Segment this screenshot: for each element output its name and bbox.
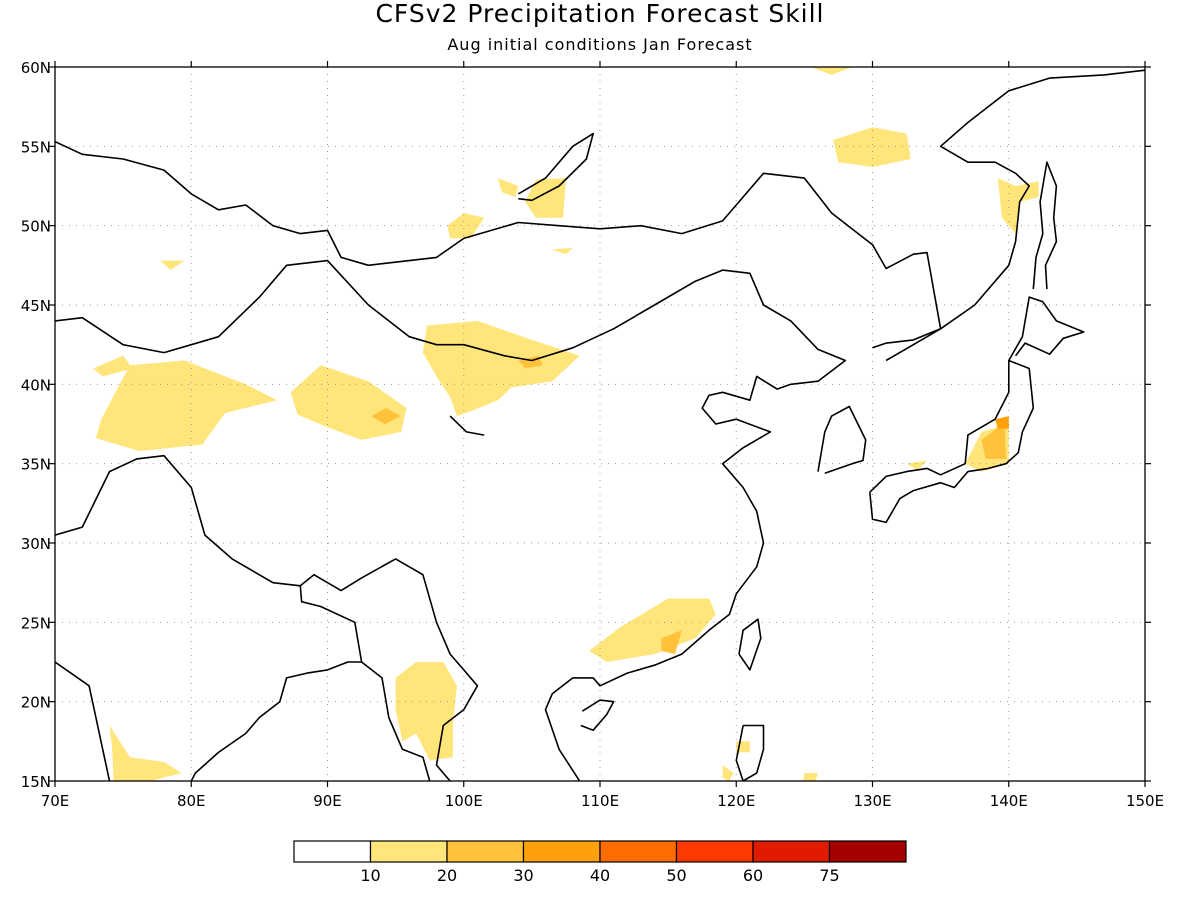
- x-tick-label: 150E: [1126, 792, 1164, 810]
- x-tick-label: 80E: [177, 792, 206, 810]
- coastline: [55, 140, 942, 349]
- y-tick-label: 15N: [21, 773, 51, 791]
- skill-region-17: [995, 416, 1009, 429]
- skill-region-13: [811, 67, 853, 75]
- colorbar-swatch: [446, 840, 525, 863]
- colorbar-label: 40: [590, 866, 610, 885]
- skill-shading-layer: [93, 67, 1039, 781]
- figure-subtitle: Aug initial conditions Jan Forecast: [447, 35, 752, 54]
- coastline: [1008, 296, 1085, 361]
- skill-region-25: [803, 773, 818, 781]
- figure-title: CFSv2 Precipitation Forecast Skill: [375, 0, 824, 28]
- skill-region-1: [95, 360, 278, 451]
- skill-region-4: [422, 320, 580, 417]
- skill-region-6: [93, 355, 133, 377]
- skill-region-12: [833, 127, 911, 167]
- colorbar-label: 75: [819, 866, 839, 885]
- skill-region-18: [906, 460, 927, 470]
- skill-region-8: [447, 213, 485, 239]
- latitude-axis: 15N 20N 25N 30N 35N 40N 45N 50N 55N 60N: [21, 59, 1151, 791]
- colorbar-label: 60: [743, 866, 763, 885]
- skill-region-10: [525, 178, 566, 218]
- skill-region-11: [552, 247, 573, 255]
- skill-region-16: [981, 422, 1006, 459]
- colorbar-label: 20: [437, 866, 457, 885]
- y-tick-label: 45N: [21, 297, 51, 315]
- coastline: [738, 618, 762, 671]
- colorbar-swatch: [522, 840, 601, 863]
- coastline: [55, 259, 847, 781]
- skill-region-2: [290, 365, 407, 440]
- coastline: [869, 359, 1035, 524]
- coastline: [361, 661, 431, 781]
- coastline: [817, 405, 867, 474]
- colorbar-swatch: [369, 840, 448, 863]
- x-tick-label: 70E: [41, 792, 70, 810]
- x-tick-label: 90E: [313, 792, 342, 810]
- y-tick-label: 35N: [21, 456, 51, 474]
- coastline: [735, 724, 765, 781]
- y-tick-label: 40N: [21, 376, 51, 394]
- skill-region-7: [159, 260, 185, 271]
- coastlines-layer: [55, 69, 1145, 781]
- y-tick-label: 50N: [21, 218, 51, 236]
- coastline: [55, 454, 479, 781]
- colorbar-label: 10: [360, 866, 380, 885]
- colorbar-swatch: [752, 840, 831, 863]
- colorbar: 10 20 30 40 50 60 75: [293, 840, 907, 885]
- colorbar-label: 50: [666, 866, 686, 885]
- x-tick-label: 140E: [990, 792, 1028, 810]
- skill-region-21: [395, 662, 457, 761]
- colorbar-swatch: [599, 840, 678, 863]
- coastline: [1032, 161, 1058, 290]
- colorbar-swatch: [675, 840, 754, 863]
- y-tick-label: 20N: [21, 694, 51, 712]
- skill-region-14: [997, 178, 1039, 234]
- map-plot-area: 70E 80E 90E 100E 110E 120E 130E 140E 150E 15N 20N…: [21, 59, 1164, 810]
- gridlines: [55, 67, 1145, 781]
- coastline: [55, 661, 111, 781]
- coastline: [885, 69, 1145, 362]
- coastline: [449, 415, 485, 436]
- skill-region-3: [371, 408, 402, 424]
- skill-region-19: [589, 598, 716, 662]
- y-tick-label: 25N: [21, 614, 51, 632]
- y-tick-label: 55N: [21, 138, 51, 156]
- coastline: [580, 699, 615, 731]
- colorbar-swatch: [293, 840, 372, 863]
- longitude-axis: 70E 80E 90E 100E 110E 120E 130E 140E 150E: [41, 61, 1164, 810]
- y-tick-label: 30N: [21, 535, 51, 553]
- coastline: [517, 132, 594, 202]
- x-tick-label: 120E: [717, 792, 755, 810]
- coastline: [190, 585, 363, 781]
- skill-region-9: [497, 178, 519, 198]
- x-tick-label: 110E: [581, 792, 619, 810]
- x-tick-label: 100E: [445, 792, 483, 810]
- x-tick-label: 130E: [853, 792, 891, 810]
- y-tick-label: 60N: [21, 59, 51, 77]
- skill-region-20: [661, 630, 682, 655]
- colorbar-label: 30: [513, 866, 533, 885]
- colorbar-swatch: [828, 840, 907, 863]
- skill-region-22: [109, 725, 182, 781]
- skill-region-24: [722, 765, 734, 781]
